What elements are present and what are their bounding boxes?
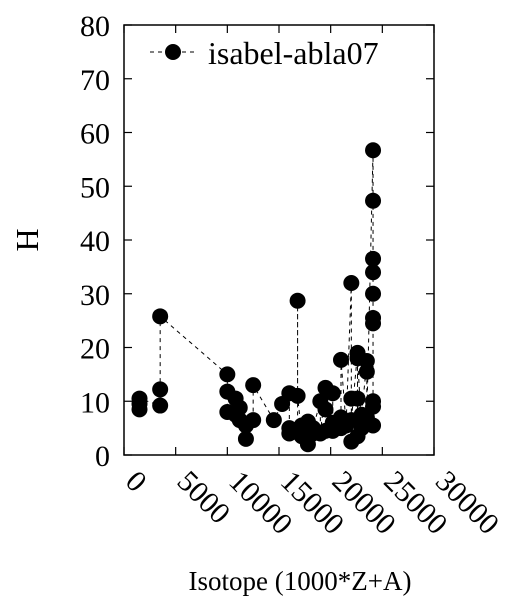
data-point [365,192,382,209]
data-point [131,390,148,407]
data-point [349,390,366,407]
x-tick-label: 0 [119,465,153,499]
data-point [289,387,306,404]
data-point [237,430,254,447]
data-point [219,366,236,383]
x-tick-label: 5000 [171,465,237,531]
legend: isabel-abla07 [150,35,379,71]
data-point [317,401,334,418]
y-axis-label: H [9,228,45,251]
data-point [245,412,262,429]
y-axis-ticks: 0 10 20 30 40 50 60 70 80 [80,10,434,473]
plot-layer [131,142,382,453]
y-tick-label: 50 [80,171,110,204]
y-tick-label: 10 [80,386,110,419]
y-tick-label: 80 [80,10,110,43]
data-point [245,377,262,394]
data-point [365,264,382,281]
data-point [365,398,382,415]
y-tick-label: 40 [80,225,110,258]
plot-area-frame [123,24,435,456]
y-tick-label: 60 [80,118,110,151]
data-point [365,142,382,159]
y-tick-label: 20 [80,333,110,366]
data-point [365,417,382,434]
series-line [139,150,374,445]
legend-marker [165,44,181,60]
data-point [333,351,349,368]
data-point [152,381,169,398]
data-point [289,292,306,309]
legend-label: isabel-abla07 [208,35,379,71]
data-point [365,315,382,332]
y-tick-label: 0 [95,440,110,473]
x-axis-label: Isotope (1000*Z+A) [189,566,412,596]
data-point [365,250,382,267]
y-tick-label: 70 [80,64,110,97]
data-point [152,308,169,325]
data-point [324,385,341,402]
data-point [365,285,382,302]
data-point [358,363,375,380]
y-tick-label: 30 [80,279,110,312]
data-point [231,399,248,416]
data-point [343,275,360,291]
data-point [152,397,169,414]
data-point [265,412,282,429]
